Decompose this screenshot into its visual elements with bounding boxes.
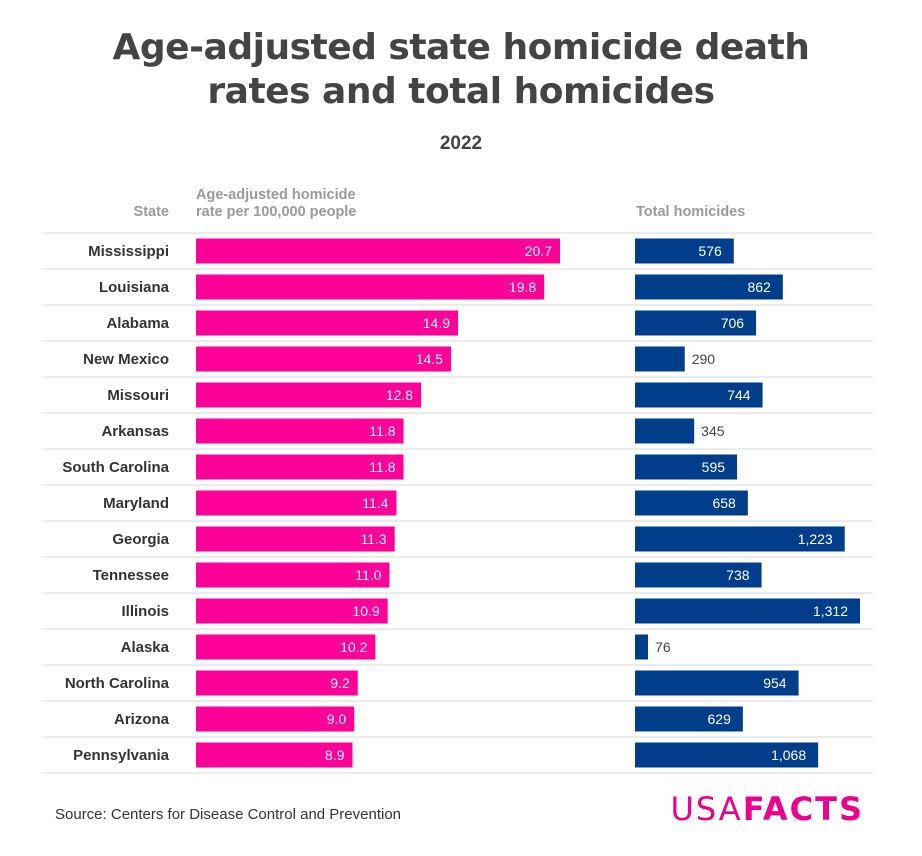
total-value-label: 738 xyxy=(726,567,750,583)
total-value-label: 1,312 xyxy=(813,603,848,619)
rate-value-label: 9.0 xyxy=(327,711,347,727)
rate-bar xyxy=(196,526,395,552)
chart-title-line-1: Age-adjusted state homicide death xyxy=(112,27,810,68)
rate-bar xyxy=(196,454,404,480)
total-bar xyxy=(635,742,819,768)
total-value-label: 576 xyxy=(698,243,722,259)
rate-bar xyxy=(196,634,376,660)
rate-bar xyxy=(196,310,459,336)
total-bar xyxy=(635,562,762,588)
rate-value-label: 10.2 xyxy=(340,639,367,655)
total-bar xyxy=(635,382,763,408)
total-bar xyxy=(635,310,757,336)
total-bar xyxy=(635,454,738,480)
total-value-label: 76 xyxy=(655,639,671,655)
rate-value-label: 19.8 xyxy=(509,279,536,295)
logo-usa-text: USA xyxy=(670,790,743,828)
rate-column-header: Age-adjusted homicide rate per 100,000 p… xyxy=(196,187,356,221)
total-value-label: 1,223 xyxy=(798,531,833,547)
rate-value-label: 14.5 xyxy=(416,351,443,367)
total-value-label: 345 xyxy=(701,423,725,439)
total-bar xyxy=(635,634,649,660)
total-value-label: 744 xyxy=(727,387,751,403)
total-value-label: 862 xyxy=(747,279,771,295)
usafacts-logo: USAFACTS xyxy=(670,790,864,828)
total-value-label: 658 xyxy=(712,495,736,511)
state-label: North Carolina xyxy=(65,675,170,692)
rate-value-label: 12.8 xyxy=(386,387,413,403)
state-label: South Carolina xyxy=(62,459,169,476)
state-label: Tennessee xyxy=(93,567,169,584)
chart-subtitle: 2022 xyxy=(439,133,483,154)
rate-value-label: 14.9 xyxy=(423,315,450,331)
chart-title: Age-adjusted state homicide death rates … xyxy=(0,26,922,114)
state-label: Louisiana xyxy=(99,279,170,296)
rate-bar xyxy=(196,562,390,588)
rate-value-label: 10.9 xyxy=(352,603,379,619)
source-note: Source: Centers for Disease Control and … xyxy=(55,806,402,823)
rate-bar xyxy=(196,490,397,516)
total-bar xyxy=(635,274,783,300)
rate-bar xyxy=(196,598,388,624)
total-value-label: 706 xyxy=(721,315,745,331)
total-bar xyxy=(635,526,845,552)
rate-value-label: 11.4 xyxy=(362,495,388,511)
rate-bar xyxy=(196,418,404,444)
state-label: Alabama xyxy=(106,315,169,332)
rate-bar xyxy=(196,274,545,300)
state-label: Pennsylvania xyxy=(73,747,170,764)
rate-bar xyxy=(196,346,451,372)
rate-bar xyxy=(196,670,358,696)
chart-title-line-2: rates and total homicides xyxy=(207,71,715,112)
rate-bar xyxy=(196,742,353,768)
rate-value-label: 8.9 xyxy=(325,747,345,763)
total-value-label: 954 xyxy=(763,675,787,691)
rate-value-label: 9.2 xyxy=(330,675,350,691)
state-label: Missouri xyxy=(107,387,169,404)
rate-value-label: 11.8 xyxy=(369,459,395,475)
state-label: Alaska xyxy=(121,639,170,656)
state-column-header: State xyxy=(133,204,169,220)
rate-bar xyxy=(196,382,422,408)
total-bar xyxy=(635,346,685,372)
rate-value-label: 11.0 xyxy=(355,567,381,583)
state-label: Arkansas xyxy=(101,423,169,440)
total-bar xyxy=(635,706,743,732)
rate-bar xyxy=(196,706,355,732)
total-value-label: 1,068 xyxy=(771,747,806,763)
state-label: Mississippi xyxy=(88,243,169,260)
rate-column-header-line-1: Age-adjusted homicide xyxy=(196,187,356,203)
logo-facts-text: FACTS xyxy=(742,790,864,828)
total-column-header: Total homicides xyxy=(636,204,746,220)
total-value-label: 595 xyxy=(702,459,726,475)
total-bar xyxy=(635,418,695,444)
total-bar xyxy=(635,670,799,696)
state-label: Maryland xyxy=(103,495,169,512)
total-bar xyxy=(635,490,748,516)
state-label: New Mexico xyxy=(83,351,169,368)
state-label: Illinois xyxy=(121,603,169,620)
total-bar xyxy=(635,598,860,624)
total-value-label: 629 xyxy=(708,711,732,727)
rate-value-label: 20.7 xyxy=(525,243,552,259)
rate-value-label: 11.3 xyxy=(360,531,386,547)
rate-value-label: 11.8 xyxy=(369,423,395,439)
total-value-label: 290 xyxy=(692,351,716,367)
total-bar xyxy=(635,238,734,264)
rate-column-header-line-2: rate per 100,000 people xyxy=(196,204,357,220)
state-label: Georgia xyxy=(112,531,169,548)
state-label: Arizona xyxy=(114,711,170,728)
rate-bar xyxy=(196,238,560,264)
